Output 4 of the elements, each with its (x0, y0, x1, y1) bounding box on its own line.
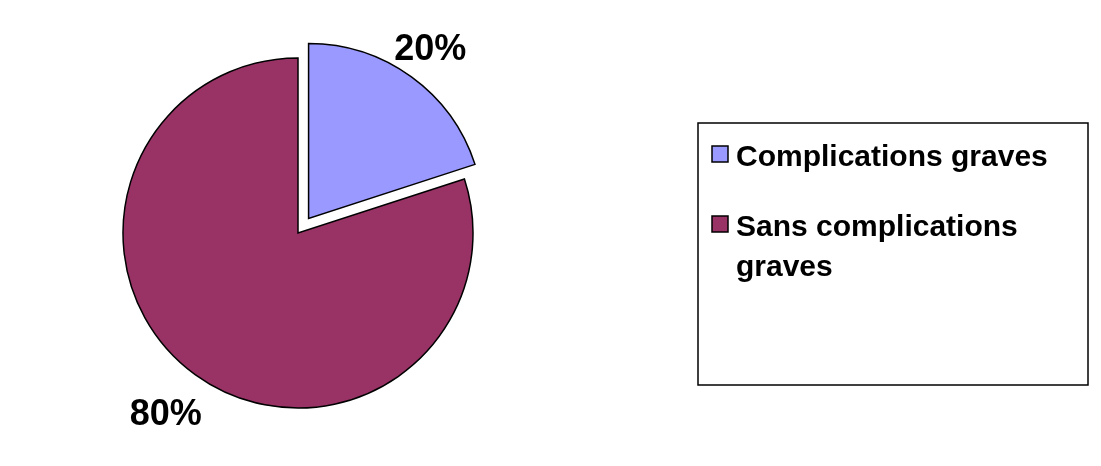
legend-label: Sans complications graves (736, 208, 1018, 282)
legend-label: Complications graves (736, 138, 1048, 172)
data-label: 20% (394, 27, 467, 69)
data-label: 80% (129, 391, 202, 433)
